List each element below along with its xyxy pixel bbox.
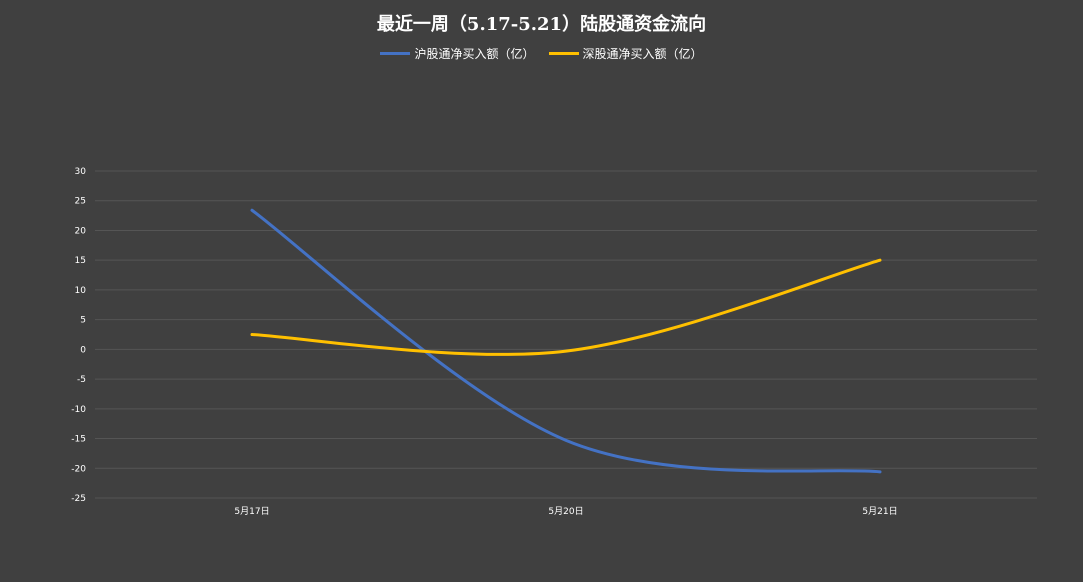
y-tick-label: 15 (75, 256, 86, 266)
series-line-0 (250, 208, 882, 474)
y-tick-label: 20 (75, 226, 87, 236)
y-tick-label: 30 (75, 167, 87, 177)
y-tick-label: -15 (71, 435, 86, 445)
y-tick-label: -10 (71, 405, 86, 415)
x-tick-label: 5月17日 (234, 506, 269, 517)
legend-item-sz[interactable]: 深股通净买入额（亿） (548, 45, 703, 62)
y-tick-label: 0 (80, 345, 86, 355)
y-tick-label: 25 (75, 197, 86, 207)
y-tick-label: -20 (71, 464, 86, 474)
chart-title: 最近一周（5.17-5.21）陆股通资金流向 (376, 14, 707, 35)
legend: 沪股通净买入额（亿） 深股通净买入额（亿） (0, 45, 1083, 62)
x-tick-label: 5月20日 (548, 506, 583, 517)
legend-label-sz: 深股通净买入额（亿） (582, 47, 703, 61)
y-tick-label: -5 (77, 375, 86, 385)
legend-item-sh[interactable]: 沪股通净买入额（亿） (380, 45, 535, 62)
y-tick-label: -25 (71, 494, 86, 504)
legend-swatch-sz (548, 52, 579, 55)
series-line-1 (250, 258, 882, 356)
legend-label-sh: 沪股通净买入额（亿） (414, 47, 535, 61)
x-tick-label: 5月21日 (862, 506, 897, 517)
y-tick-label: 10 (75, 286, 87, 296)
legend-swatch-sh (380, 52, 411, 55)
y-tick-label: 5 (80, 316, 86, 326)
